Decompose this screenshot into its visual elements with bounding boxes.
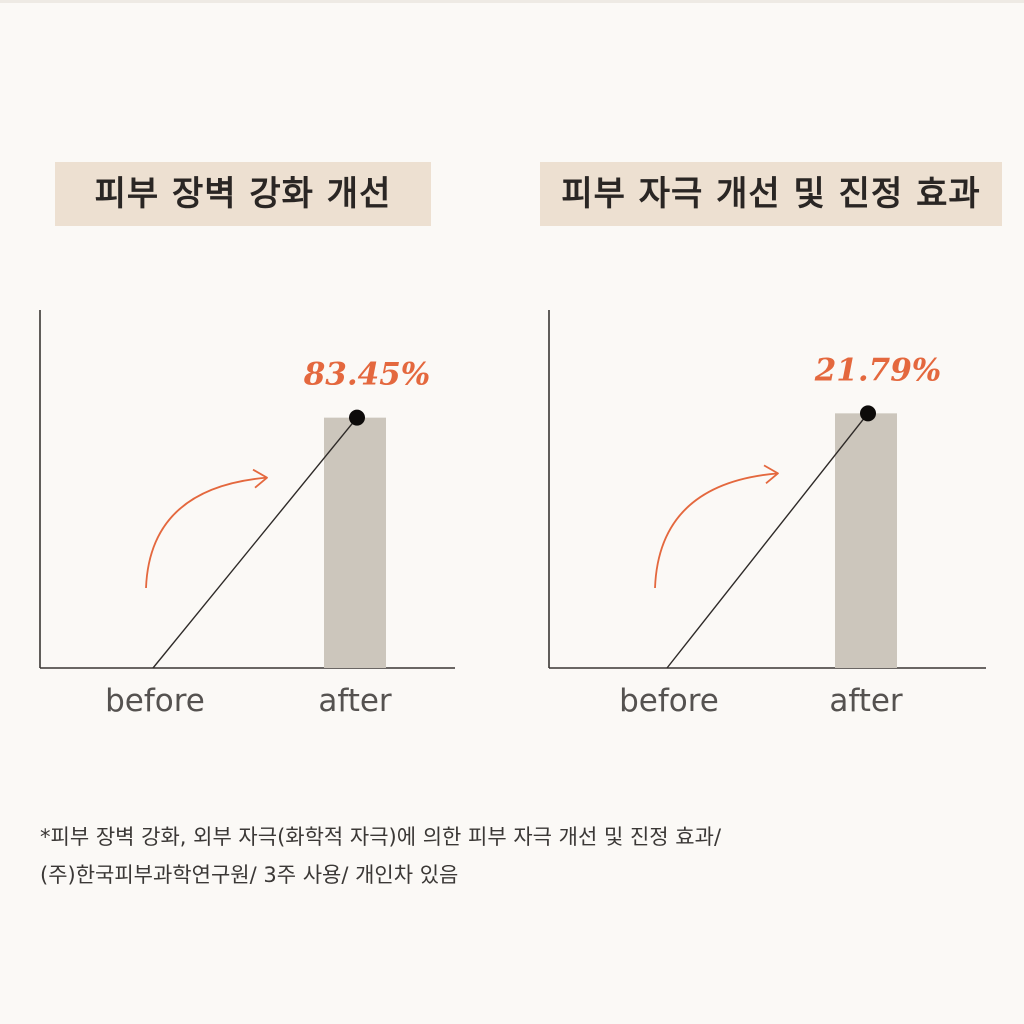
value-label-after: 21.79% xyxy=(814,352,942,388)
tick-label-after: after xyxy=(829,683,903,719)
chart-soothing: 21.79% before after xyxy=(548,310,986,719)
footnote-line-2: (주)한국피부과학연구원/ 3주 사용/ 개인차 있음 xyxy=(40,863,459,887)
chart-barrier: 83.45% before after xyxy=(39,310,455,719)
trend-arrow xyxy=(145,476,268,589)
chart-title-barrier: 피부 장벽 강화 개선 xyxy=(55,162,431,226)
chart-title-soothing: 피부 자극 개선 및 진정 효과 xyxy=(540,162,1002,226)
value-label-after: 83.45% xyxy=(303,357,431,393)
trend-line xyxy=(666,412,869,669)
footnote-line-1: *피부 장벽 강화, 외부 자극(화학적 자극)에 의한 피부 자극 개선 및 … xyxy=(40,825,722,849)
bar-after xyxy=(324,417,386,668)
top-divider xyxy=(0,0,1024,3)
tick-label-before: before xyxy=(619,683,719,719)
tick-label-before: before xyxy=(105,683,205,719)
data-point-after xyxy=(349,409,365,426)
tick-label-after: after xyxy=(318,683,392,719)
trend-arrow-head xyxy=(252,468,268,489)
data-point-after xyxy=(860,405,876,422)
bar-after xyxy=(835,413,897,668)
trend-arrow xyxy=(654,472,779,589)
footnote: *피부 장벽 강화, 외부 자극(화학적 자극)에 의한 피부 자극 개선 및 … xyxy=(40,818,1000,894)
trend-line xyxy=(152,417,358,669)
trend-arrow-head xyxy=(763,464,779,485)
